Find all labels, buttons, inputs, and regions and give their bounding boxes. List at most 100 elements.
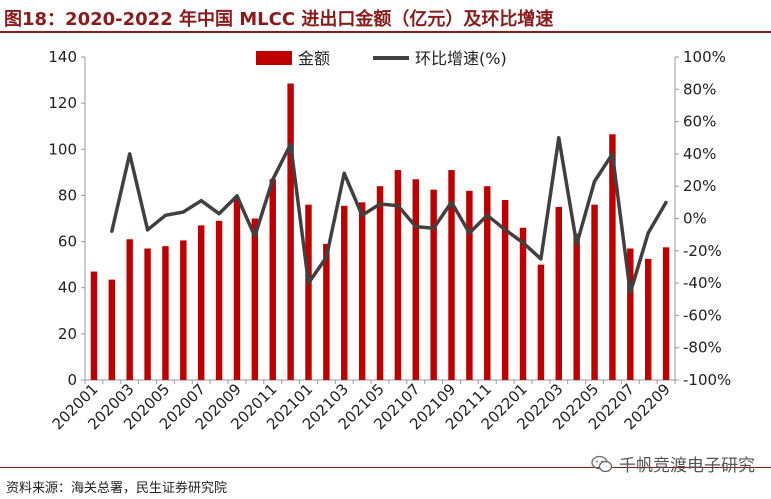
line-point — [324, 255, 328, 259]
line-point — [199, 199, 203, 203]
y-left-tick-label: 20 — [58, 325, 77, 343]
bar — [376, 186, 384, 380]
bar — [251, 218, 259, 380]
bar — [90, 271, 98, 380]
bar — [430, 189, 437, 380]
line-point — [449, 200, 454, 204]
bar — [287, 83, 294, 381]
line-point — [306, 281, 311, 285]
y-right-tick-label: 40% — [683, 145, 716, 163]
bar — [144, 248, 151, 380]
line-point — [592, 179, 597, 183]
bar — [573, 233, 580, 380]
line-point — [163, 213, 168, 217]
line-point — [342, 171, 346, 175]
y-right-tick-label: 80% — [683, 80, 716, 98]
line-point — [271, 178, 275, 182]
line-point — [289, 142, 293, 146]
line-series — [110, 136, 668, 295]
bar — [412, 179, 419, 380]
y-left-tick-label: 0 — [67, 371, 77, 389]
line-point — [485, 213, 489, 217]
bar — [466, 190, 473, 380]
bar — [484, 186, 491, 380]
y-left-tick-label: 40 — [58, 279, 77, 297]
line-point — [128, 152, 132, 156]
chart-title: 图18：2020-2022 年中国 MLCC 进出口金额（亿元）及环比增速 — [4, 9, 554, 30]
line-point — [110, 229, 114, 234]
line-point — [467, 231, 471, 235]
line-point — [503, 228, 507, 232]
wechat-icon — [591, 455, 613, 472]
line-point — [610, 152, 615, 156]
y-right-tick-label: -60% — [683, 306, 722, 324]
bar — [591, 204, 598, 380]
line-point — [235, 194, 239, 198]
line-point — [628, 291, 632, 295]
bar — [662, 247, 670, 380]
bar — [269, 179, 276, 380]
legend: 金额 环比增速(%) — [256, 49, 507, 68]
y-right-tick-label: -100% — [683, 371, 731, 389]
footer-divider — [0, 467, 771, 468]
bar — [448, 170, 455, 380]
bar — [609, 134, 616, 380]
line-point — [181, 210, 185, 214]
line-point — [646, 231, 650, 235]
bar — [162, 246, 169, 380]
bar — [197, 225, 205, 380]
line-point — [432, 226, 436, 230]
y-left-tick-label: 60 — [58, 233, 77, 251]
line-point — [539, 257, 543, 261]
y-left-tick-label: 120 — [48, 94, 77, 112]
bar — [126, 239, 133, 380]
line-point — [575, 242, 579, 246]
legend-bar-label: 金额 — [298, 49, 330, 68]
bar — [394, 170, 402, 380]
bar-series — [90, 83, 670, 381]
bar — [108, 279, 116, 380]
line-point — [664, 200, 668, 204]
bar — [644, 258, 652, 380]
bar — [519, 227, 527, 380]
y-left-tick-label: 140 — [48, 48, 77, 66]
line-point — [557, 136, 561, 140]
y-right-tick-label: -40% — [683, 274, 722, 292]
bar — [358, 202, 366, 380]
bar — [323, 243, 330, 380]
bar — [180, 240, 187, 380]
title-bar: 图18：2020-2022 年中国 MLCC 进出口金额（亿元）及环比增速 — [0, 0, 771, 33]
line-point — [521, 241, 525, 245]
legend-bar-swatch — [256, 51, 292, 65]
line-point — [360, 213, 364, 217]
watermark-text: 千帆竞渡电子研究 — [619, 456, 755, 476]
y-right-tick-label: -20% — [683, 242, 722, 260]
bar — [233, 197, 241, 380]
chart: 金额 环比增速(%) 0 20 40 60 80 100 120 140 -100% -80% -60… — [48, 48, 731, 433]
line-point — [414, 224, 418, 229]
bar — [501, 200, 509, 380]
bar — [627, 248, 634, 380]
growth-line — [110, 136, 668, 295]
bar — [537, 264, 545, 380]
y-right-tick-label: 100% — [683, 48, 726, 66]
y-right-tick-label: 0% — [683, 210, 707, 228]
line-point — [145, 228, 150, 232]
line-point — [396, 203, 400, 208]
y-left-tick-label: 80 — [58, 186, 77, 204]
y-right-tick-label: 60% — [683, 113, 716, 131]
source-note: 资料来源：海关总署，民生证券研究院 — [6, 481, 228, 496]
bar — [305, 204, 312, 380]
legend-line-label: 环比增速(%) — [415, 49, 507, 68]
line-point — [217, 212, 221, 216]
title-divider — [0, 31, 771, 33]
bar — [555, 206, 563, 380]
y-right-tick-label: -80% — [683, 339, 722, 357]
bar — [341, 205, 348, 380]
line-point — [378, 202, 382, 206]
bar — [215, 220, 223, 380]
y-left-tick-label: 100 — [48, 140, 77, 158]
watermark: 千帆竞渡电子研究 — [591, 451, 755, 476]
line-point — [253, 234, 257, 238]
y-right-tick-label: 20% — [683, 177, 716, 195]
